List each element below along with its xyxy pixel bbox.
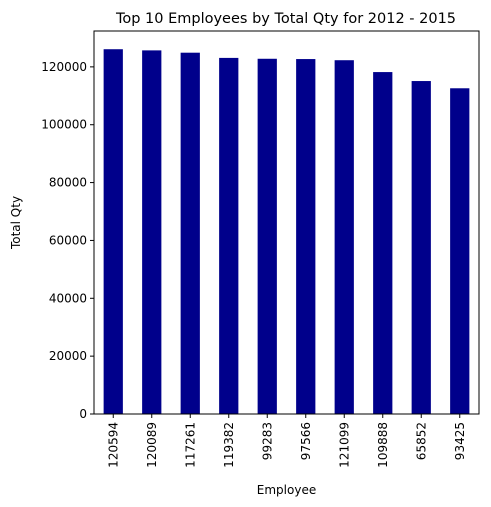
bar <box>450 88 470 415</box>
x-axis: 120594 120089 117261 119382 99283 97566 121099… <box>106 414 467 468</box>
x-tick-label: 119382 <box>222 422 236 468</box>
x-tick-label: 121099 <box>337 422 351 468</box>
y-tick-label: 60000 <box>49 233 87 247</box>
bar <box>411 81 431 415</box>
bar <box>334 60 354 414</box>
y-tick-label: 40000 <box>49 291 87 305</box>
bar <box>296 59 316 415</box>
x-axis-label: Employee <box>257 483 316 497</box>
x-tick-label: 99283 <box>260 422 274 460</box>
bar <box>103 49 123 415</box>
x-tick-label: 117261 <box>183 422 197 468</box>
x-tick-label: 65852 <box>414 422 428 460</box>
y-tick-label: 0 <box>79 407 87 421</box>
y-tick-label: 20000 <box>49 349 87 363</box>
x-tick-label: 109888 <box>376 422 390 468</box>
bar <box>180 52 200 414</box>
bar <box>219 57 239 415</box>
bar <box>257 58 277 415</box>
y-axis: 0 20000 40000 60000 80000 100000 120000 <box>41 60 94 421</box>
y-axis-label: Total Qty <box>9 196 23 250</box>
plot-frame <box>93 30 480 415</box>
y-tick-label: 120000 <box>41 60 87 74</box>
x-tick-label: 120594 <box>106 422 120 468</box>
chart-title: Top 10 Employees by Total Qty for 2012 -… <box>115 11 456 27</box>
y-tick-label: 100000 <box>41 118 87 132</box>
bars <box>103 49 470 415</box>
x-tick-label: 97566 <box>299 422 313 460</box>
bar <box>373 72 393 415</box>
bar <box>142 50 162 415</box>
x-tick-label: 120089 <box>145 422 159 468</box>
x-tick-label: 93425 <box>453 422 467 460</box>
y-tick-label: 80000 <box>49 176 87 190</box>
